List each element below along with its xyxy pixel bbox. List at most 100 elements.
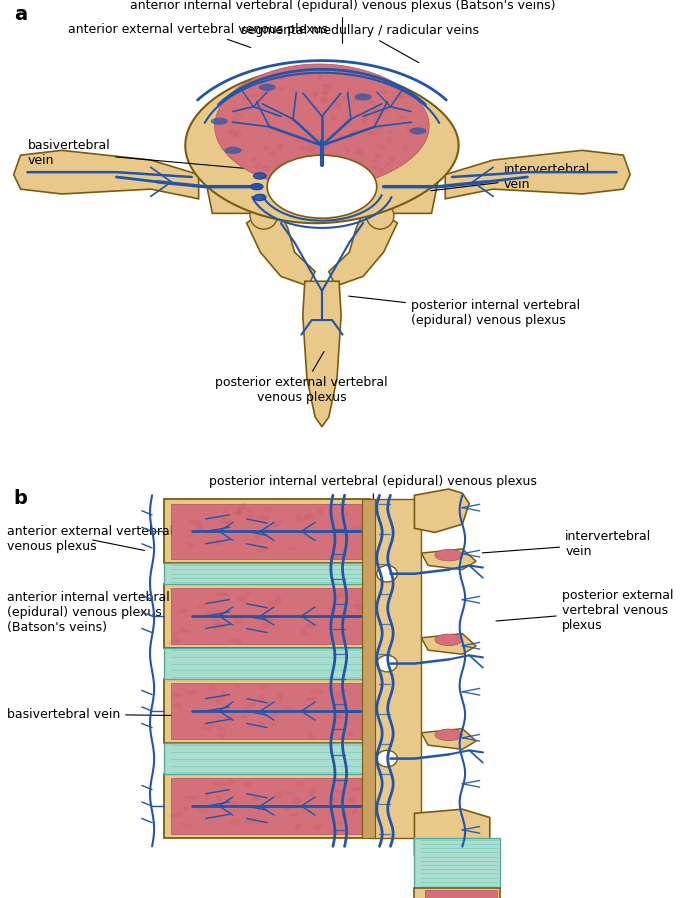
Ellipse shape: [306, 516, 315, 520]
Ellipse shape: [219, 623, 227, 628]
Text: segmental medullary / radicular veins: segmental medullary / radicular veins: [242, 23, 480, 63]
Ellipse shape: [306, 145, 316, 151]
Ellipse shape: [258, 84, 275, 91]
Ellipse shape: [244, 702, 257, 709]
Ellipse shape: [398, 115, 405, 119]
Polygon shape: [164, 584, 370, 648]
Ellipse shape: [294, 69, 303, 75]
Ellipse shape: [342, 813, 349, 816]
Ellipse shape: [243, 508, 255, 513]
Ellipse shape: [292, 797, 301, 804]
Polygon shape: [214, 64, 429, 189]
Ellipse shape: [271, 519, 283, 527]
Ellipse shape: [344, 146, 350, 153]
Ellipse shape: [320, 164, 324, 167]
Ellipse shape: [303, 633, 310, 636]
Ellipse shape: [406, 124, 410, 132]
Ellipse shape: [305, 623, 318, 629]
Ellipse shape: [287, 122, 294, 126]
Ellipse shape: [322, 84, 327, 89]
Ellipse shape: [277, 86, 285, 91]
Ellipse shape: [322, 143, 329, 150]
Ellipse shape: [249, 87, 253, 91]
Text: anterior external vertebral
venous plexus: anterior external vertebral venous plexu…: [7, 525, 173, 553]
Ellipse shape: [258, 722, 265, 726]
Ellipse shape: [258, 547, 266, 553]
Ellipse shape: [179, 609, 188, 613]
Polygon shape: [421, 549, 476, 569]
Ellipse shape: [288, 163, 292, 168]
Ellipse shape: [307, 733, 318, 740]
Polygon shape: [362, 499, 375, 838]
Ellipse shape: [310, 92, 319, 97]
Ellipse shape: [230, 801, 238, 806]
Ellipse shape: [368, 130, 379, 136]
Ellipse shape: [233, 112, 242, 117]
Ellipse shape: [295, 515, 301, 520]
Ellipse shape: [227, 779, 235, 785]
Ellipse shape: [348, 732, 354, 736]
Ellipse shape: [186, 541, 195, 549]
Ellipse shape: [174, 630, 179, 635]
Ellipse shape: [216, 726, 227, 733]
Ellipse shape: [205, 611, 213, 615]
Ellipse shape: [184, 806, 189, 811]
Polygon shape: [206, 160, 267, 214]
Ellipse shape: [237, 503, 247, 511]
Text: basivertebral
vein: basivertebral vein: [27, 139, 258, 170]
Ellipse shape: [343, 119, 351, 121]
Ellipse shape: [246, 105, 253, 110]
Ellipse shape: [261, 90, 271, 94]
Polygon shape: [370, 499, 421, 838]
Ellipse shape: [372, 166, 379, 170]
Ellipse shape: [347, 797, 355, 803]
Text: intervertebral
vein: intervertebral vein: [431, 163, 590, 191]
Ellipse shape: [262, 165, 270, 171]
Text: anterior external vertebral venous plexus: anterior external vertebral venous plexu…: [68, 22, 328, 48]
Ellipse shape: [373, 107, 376, 114]
Ellipse shape: [349, 170, 351, 175]
Ellipse shape: [277, 145, 284, 151]
Ellipse shape: [331, 116, 338, 120]
Ellipse shape: [212, 781, 227, 787]
Ellipse shape: [171, 693, 182, 698]
Ellipse shape: [216, 592, 227, 596]
Ellipse shape: [361, 128, 366, 132]
Ellipse shape: [306, 696, 319, 701]
Ellipse shape: [335, 788, 345, 797]
Ellipse shape: [274, 791, 283, 797]
Ellipse shape: [253, 535, 262, 540]
Polygon shape: [414, 838, 500, 887]
Text: posterior external vertebral
venous plexus: posterior external vertebral venous plex…: [215, 351, 388, 404]
Ellipse shape: [189, 519, 201, 524]
Ellipse shape: [409, 128, 426, 135]
Ellipse shape: [247, 514, 255, 518]
Ellipse shape: [435, 634, 462, 646]
Ellipse shape: [296, 782, 303, 787]
Ellipse shape: [173, 703, 182, 709]
Ellipse shape: [196, 523, 204, 532]
Polygon shape: [329, 208, 397, 286]
Ellipse shape: [279, 163, 284, 166]
Ellipse shape: [232, 129, 242, 137]
Ellipse shape: [253, 172, 266, 179]
Ellipse shape: [236, 148, 242, 153]
Ellipse shape: [284, 791, 297, 795]
Ellipse shape: [348, 132, 356, 138]
Polygon shape: [377, 160, 438, 214]
Ellipse shape: [335, 714, 342, 719]
Ellipse shape: [251, 93, 259, 97]
Ellipse shape: [285, 74, 290, 77]
Ellipse shape: [179, 628, 186, 632]
Ellipse shape: [331, 101, 338, 107]
Ellipse shape: [343, 94, 350, 100]
Ellipse shape: [232, 118, 239, 122]
Ellipse shape: [210, 528, 217, 532]
Ellipse shape: [338, 170, 349, 172]
Ellipse shape: [242, 96, 249, 101]
Ellipse shape: [335, 720, 340, 726]
Ellipse shape: [266, 617, 273, 622]
Ellipse shape: [296, 121, 301, 126]
Ellipse shape: [214, 610, 225, 615]
Ellipse shape: [328, 607, 336, 612]
